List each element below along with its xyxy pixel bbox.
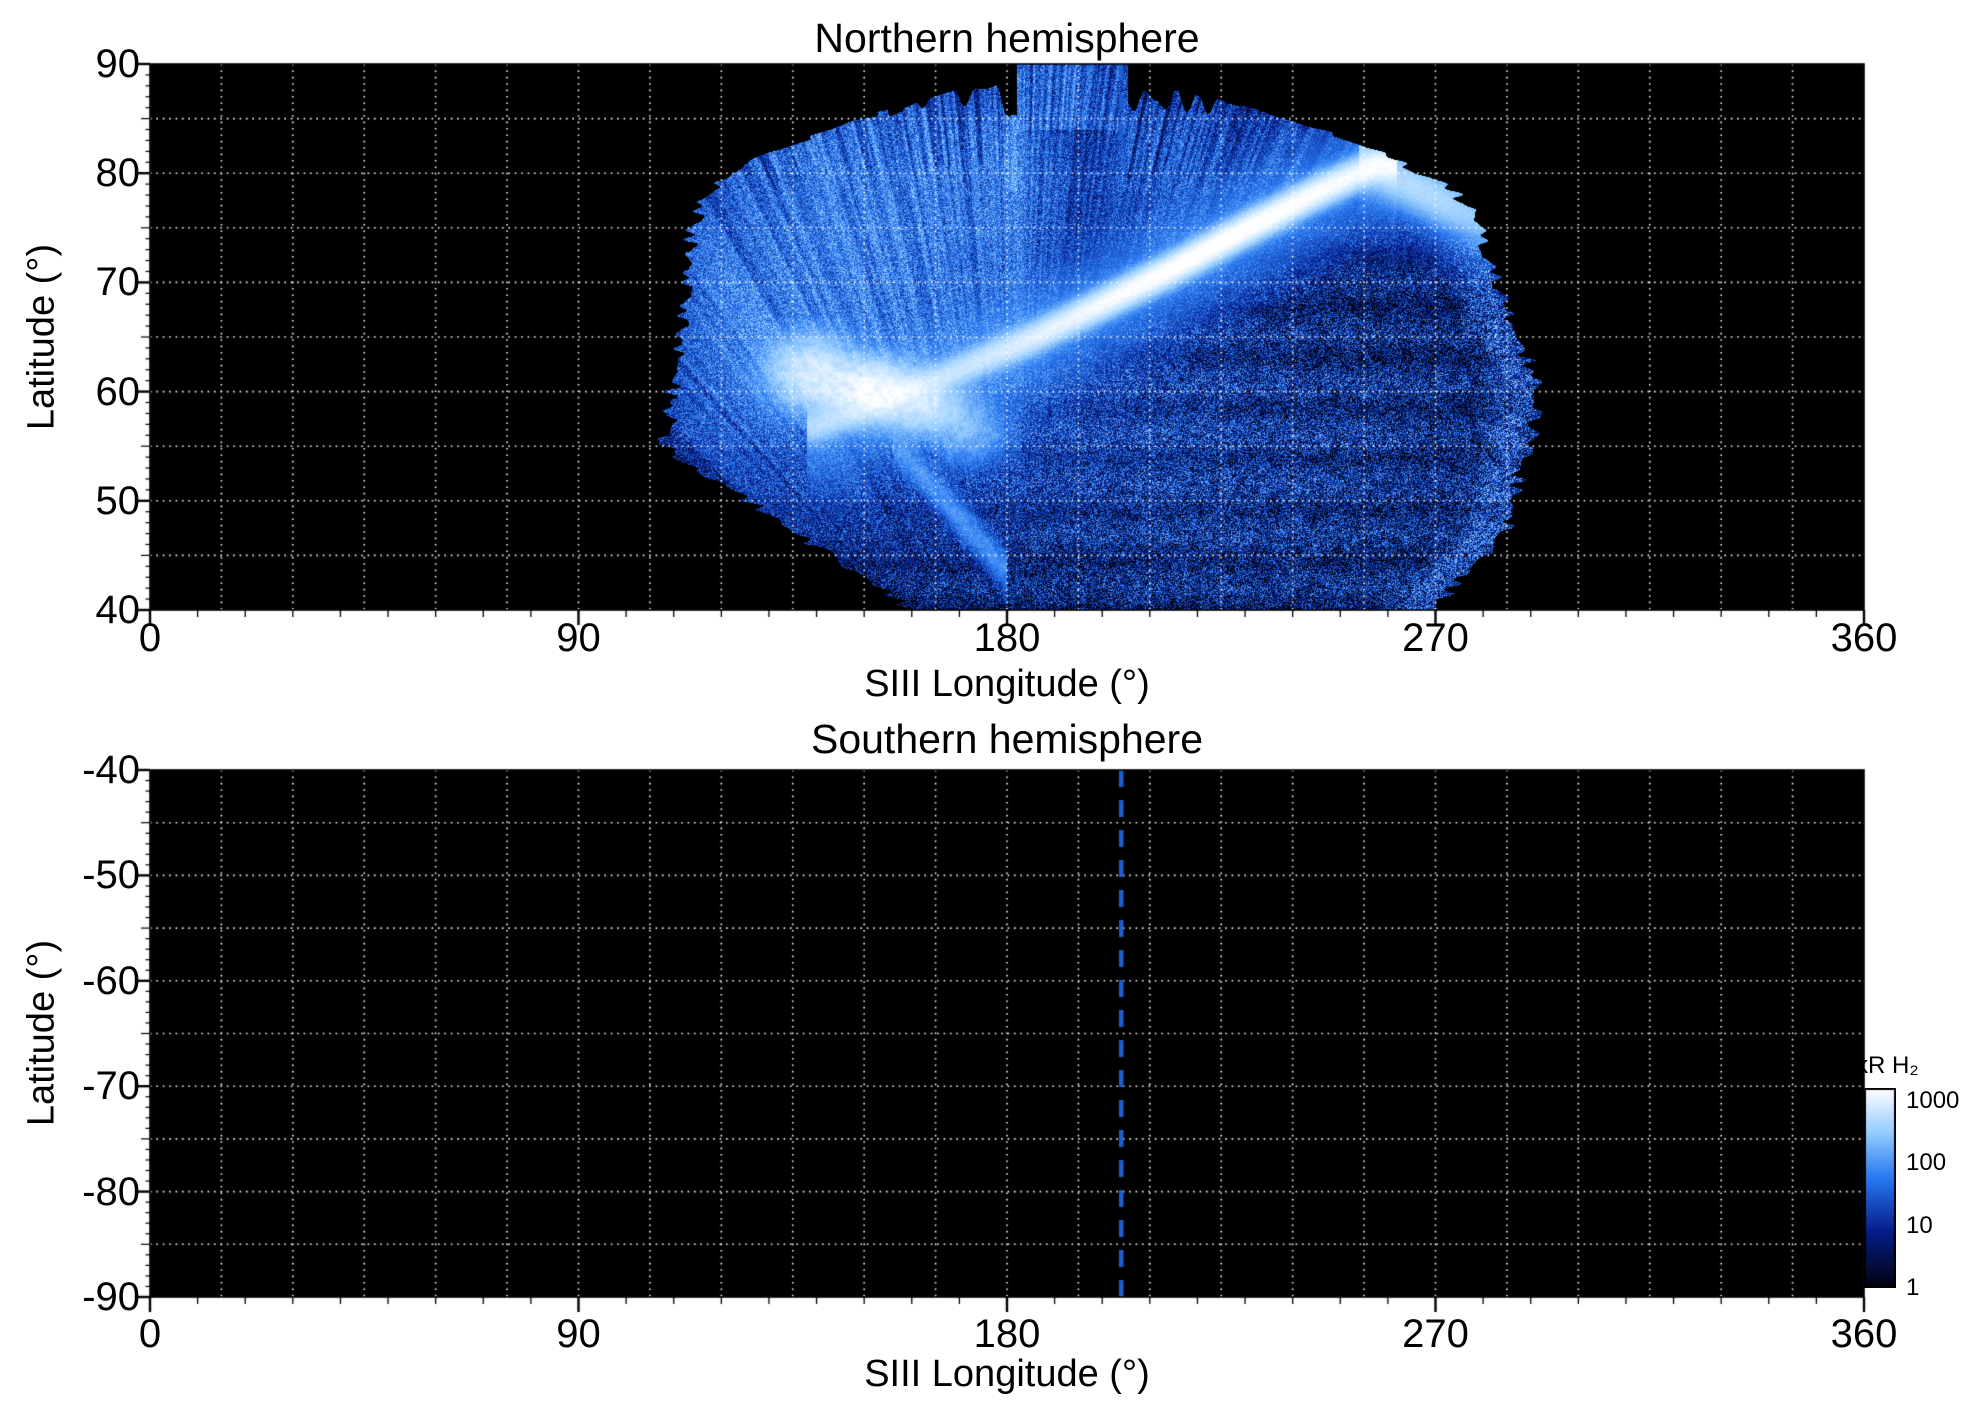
south-xtick-label: 180 [973, 1312, 1041, 1356]
north-heatmap-canvas [128, 42, 1886, 632]
south-ytick-label: -40 [82, 748, 140, 792]
north-ytick-label: 40 [95, 588, 141, 632]
colorbar-tick-label: 100 [1906, 1149, 1947, 1176]
north-ytick-label: 70 [95, 260, 141, 305]
south-ytick-label: -80 [82, 1169, 140, 1214]
south-ytick-label: -60 [82, 958, 140, 1003]
south-xtick-label: 360 [1830, 1312, 1898, 1356]
north-ytick-label: 60 [95, 369, 141, 414]
south-xtick-label: 90 [556, 1312, 601, 1356]
south-ytick-label: -70 [82, 1064, 140, 1109]
colorbar-tick-label: 10 [1906, 1211, 1933, 1239]
south-heatmap-canvas [128, 748, 1886, 1319]
north-ytick-label: 90 [95, 42, 141, 86]
south-ytick-label: -90 [82, 1275, 140, 1319]
colorbar-tick-label: 1 [1906, 1274, 1920, 1301]
south-xtick-label: 0 [138, 1312, 162, 1356]
south-xaxis-label: SIII Longitude (°) [864, 1353, 1150, 1395]
north-ytick-label: 50 [95, 478, 141, 523]
south-xtick-label: 270 [1402, 1312, 1469, 1356]
north-xtick-label: 90 [556, 616, 601, 660]
north-xtick-label: 270 [1402, 616, 1469, 660]
colorbar-tick-label: 1000 [1906, 1086, 1960, 1114]
north-xtick-label: 360 [1830, 616, 1898, 660]
north-ytick-label: 80 [95, 151, 141, 196]
south-ytick-label: -50 [82, 853, 140, 898]
north-xtick-label: 0 [138, 616, 162, 660]
north-xtick-label: 180 [973, 616, 1041, 660]
north-xaxis-label: SIII Longitude (°) [864, 663, 1150, 705]
colorbar-canvas [1864, 1088, 1896, 1288]
